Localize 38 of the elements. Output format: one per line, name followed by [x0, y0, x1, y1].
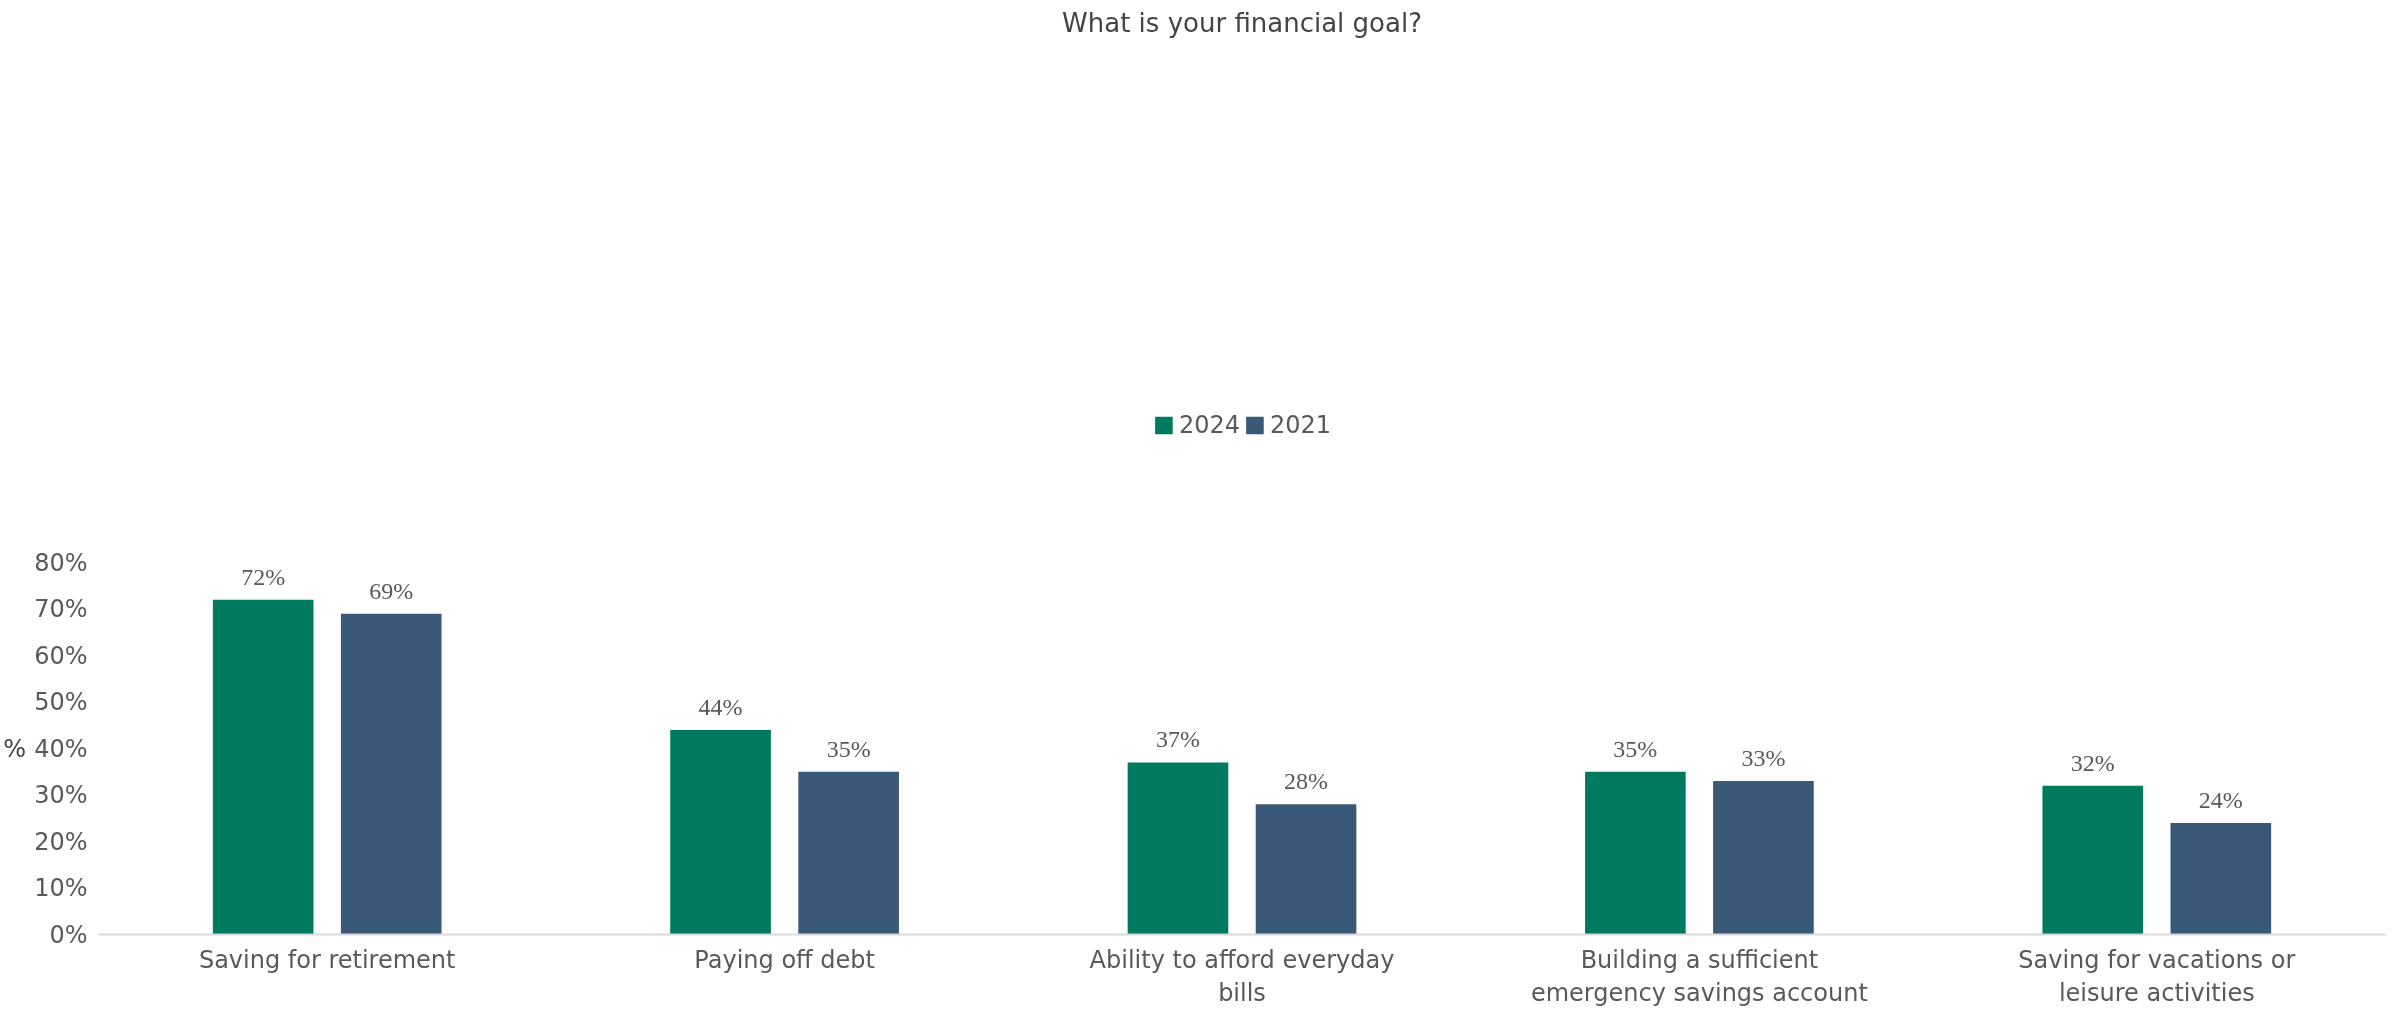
data-label: 69% [369, 577, 414, 604]
data-label: 33% [1741, 745, 1786, 772]
bar [2042, 785, 2144, 935]
x-tick-label: Paying off debt [694, 945, 875, 974]
bar [212, 599, 314, 935]
y-tick-label: 40% [34, 734, 88, 763]
data-label: 24% [2198, 786, 2243, 813]
y-tick-label: 0% [49, 920, 88, 949]
bar [1585, 771, 1686, 935]
bar [798, 771, 899, 935]
data-label: 35% [826, 735, 871, 762]
data-label: 72% [241, 563, 286, 590]
y-tick-label: 70% [34, 595, 88, 623]
bar [1255, 804, 1357, 935]
x-tick-label: Ability to afford everyday bills [1089, 945, 1395, 1008]
bar [1713, 781, 1814, 935]
legend-label: 2021 [1270, 411, 1332, 439]
chart-title: What is your financial goal? [1062, 7, 1422, 38]
y-tick-label: 50% [34, 688, 88, 716]
y-tick-label: 20% [34, 827, 88, 856]
bar [2170, 822, 2272, 935]
bar [340, 613, 442, 935]
data-label: 32% [2070, 749, 2115, 776]
y-tick-label: 80% [34, 548, 88, 577]
y-axis-title: % [3, 734, 27, 763]
legend-label: 2024 [1178, 411, 1240, 439]
x-tick-label: Building a sufficient emergency savings account [1530, 945, 1868, 1008]
bar [1127, 762, 1229, 935]
y-tick-label: 30% [34, 781, 88, 809]
bar [670, 729, 771, 935]
data-label: 35% [1613, 735, 1658, 762]
x-tick-label: Saving for retirement [198, 945, 456, 974]
x-tick-label: Saving for vacations or leisure activities [2018, 945, 2296, 1008]
y-tick-label: 10% [34, 874, 88, 902]
data-label: 37% [1155, 726, 1200, 753]
data-label: 44% [698, 693, 743, 720]
data-label: 28% [1284, 768, 1329, 795]
y-tick-label: 60% [34, 641, 88, 670]
